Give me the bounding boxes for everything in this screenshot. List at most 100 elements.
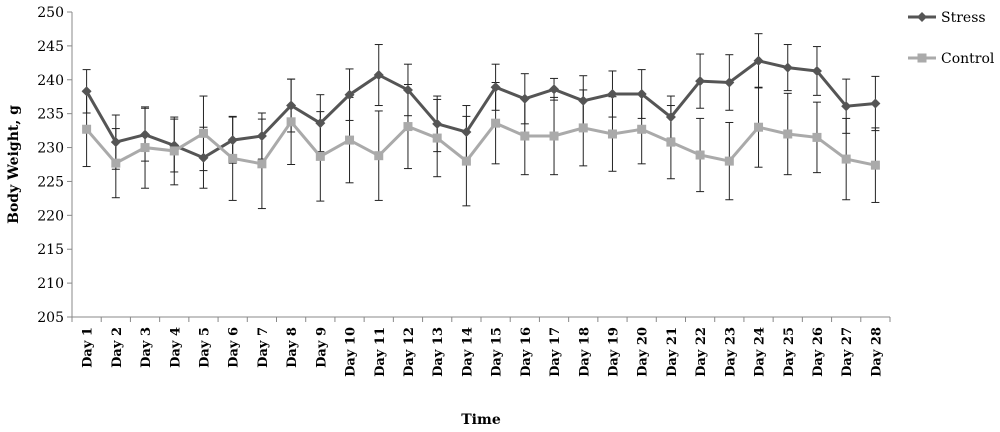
data-point-control: [783, 129, 793, 139]
data-point-control: [870, 160, 880, 170]
x-tick-label: Day 25: [782, 327, 797, 377]
data-point-stress: [140, 129, 151, 140]
data-point-control: [666, 137, 676, 147]
data-point-control: [578, 123, 588, 133]
x-tick-label: Day 21: [665, 327, 680, 377]
data-point-stress: [81, 86, 92, 97]
x-tick-label: Day 4: [168, 327, 183, 368]
x-tick-label: Day 16: [519, 327, 534, 377]
data-point-stress: [753, 55, 764, 66]
x-axis-title: Time: [461, 412, 501, 428]
x-tick-label: Day 12: [402, 327, 417, 377]
data-point-stress: [490, 82, 501, 93]
y-tick-label: 230: [37, 141, 64, 157]
data-point-stress: [227, 135, 238, 146]
x-tick-label: Day 3: [139, 327, 154, 368]
legend-item-control: Control: [908, 51, 995, 67]
y-tick-label: 210: [37, 276, 64, 292]
x-tick-label: Day 7: [256, 327, 271, 368]
x-tick-label: Day 13: [431, 327, 446, 377]
x-tick-label: Day 11: [373, 327, 388, 377]
data-point-stress: [665, 112, 676, 123]
x-tick-label: Day 19: [606, 327, 621, 377]
x-tick-label: Day 1: [81, 327, 96, 368]
data-point-control: [812, 132, 822, 142]
x-tick-label: Day 5: [197, 327, 212, 368]
data-point-stress: [549, 84, 560, 95]
data-point-control: [754, 122, 764, 132]
data-point-stress: [636, 89, 647, 100]
legend-item-stress: Stress: [908, 10, 986, 26]
data-point-control: [111, 158, 121, 168]
series-line-stress: [85, 59, 876, 160]
data-point-control: [169, 146, 179, 156]
legend-label-stress: Stress: [941, 10, 986, 26]
data-point-stress: [461, 126, 472, 137]
data-point-control: [345, 135, 355, 145]
series-markers: [81, 55, 881, 170]
data-point-control: [695, 150, 705, 160]
data-point-stress: [432, 118, 443, 129]
data-point-control: [637, 124, 647, 134]
y-tick-label: 245: [37, 39, 64, 55]
data-point-control: [724, 156, 734, 166]
data-point-control: [520, 131, 530, 141]
data-point-stress: [870, 98, 881, 109]
y-tick-label: 215: [37, 242, 64, 258]
x-tick-label: Day 8: [285, 327, 300, 368]
data-point-stress: [811, 65, 822, 76]
data-point-control: [432, 133, 442, 143]
x-tick-label: Day 28: [869, 327, 884, 377]
y-axis-title: Body Weight, g: [6, 105, 22, 224]
legend-marker-stress: [917, 12, 927, 22]
x-tick-label: Day 9: [314, 327, 329, 368]
data-point-control: [315, 151, 325, 161]
data-point-control: [607, 129, 617, 139]
x-tick-label: Day 23: [723, 327, 738, 377]
y-tick-label: 225: [37, 174, 64, 190]
data-point-control: [286, 117, 296, 127]
data-point-control: [461, 156, 471, 166]
x-tick-label: Day 20: [636, 327, 651, 377]
series-line-control: [85, 119, 876, 167]
x-tick-label: Day 17: [548, 327, 563, 377]
x-tick-label: Day 27: [840, 327, 855, 377]
data-point-stress: [256, 131, 267, 142]
data-point-stress: [402, 84, 413, 95]
x-tick-label: Day 24: [753, 327, 768, 377]
y-tick-label: 240: [37, 73, 64, 89]
x-axis-ticks: Day 1 Day 2 Day 3 Day 4 Day 5 Day 6 Day 7 Day 8…: [71, 317, 891, 377]
x-tick-label: Day 18: [577, 327, 592, 377]
data-point-stress: [841, 101, 852, 112]
y-tick-label: 235: [37, 107, 64, 123]
data-point-control: [140, 143, 150, 153]
x-tick-label: Day 15: [490, 327, 505, 377]
y-tick-label: 220: [37, 208, 64, 224]
data-point-stress: [724, 77, 735, 88]
data-point-control: [841, 154, 851, 164]
data-point-control: [228, 153, 238, 163]
data-point-stress: [110, 137, 121, 148]
data-point-control: [403, 122, 413, 132]
legend-label-control: Control: [941, 51, 995, 67]
y-axis-ticks: 205 210 215 220 225 230 235 240 245 250: [37, 5, 72, 326]
y-tick-label: 250: [37, 5, 64, 21]
x-tick-label: Day 14: [460, 327, 475, 377]
data-point-stress: [578, 95, 589, 106]
data-point-stress: [315, 118, 326, 129]
x-tick-label: Day 10: [344, 327, 359, 377]
x-tick-label: Day 2: [110, 327, 125, 368]
legend: Stress Control: [908, 10, 995, 67]
data-point-control: [198, 128, 208, 138]
data-point-control: [549, 131, 559, 141]
data-point-control: [82, 124, 92, 134]
data-point-stress: [344, 89, 355, 100]
series-lines: [85, 59, 876, 167]
legend-marker-control: [917, 53, 927, 63]
data-point-stress: [607, 89, 618, 100]
x-tick-label: Day 26: [811, 327, 826, 377]
data-point-control: [491, 118, 501, 128]
data-point-stress: [373, 70, 384, 81]
y-tick-label: 205: [37, 310, 64, 326]
